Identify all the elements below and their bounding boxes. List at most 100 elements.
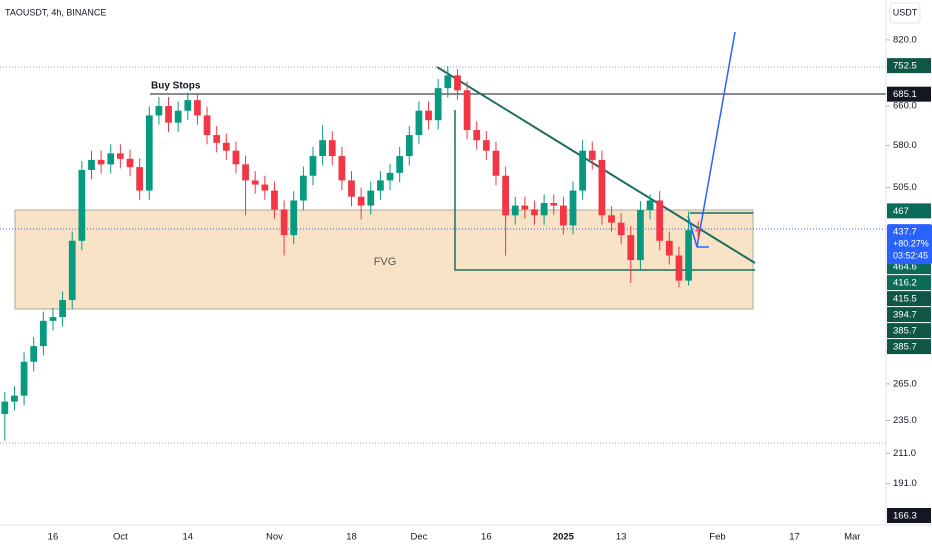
candle-body xyxy=(39,320,47,347)
candle-body xyxy=(78,169,86,241)
x-tick-label: Oct xyxy=(113,532,128,543)
candle-body xyxy=(49,317,57,321)
candle-body xyxy=(550,203,558,206)
price-label-box xyxy=(887,86,931,102)
candle-body xyxy=(511,205,519,216)
candle-body xyxy=(174,110,182,123)
x-tick-label: 18 xyxy=(346,532,357,543)
price-label: 416.2 xyxy=(893,278,917,289)
candle-body xyxy=(117,153,124,159)
candle-body xyxy=(11,395,18,402)
candle-body xyxy=(280,209,288,236)
y-tick-label: 235.0 xyxy=(893,415,917,426)
candle-body xyxy=(232,150,240,165)
candle-body xyxy=(617,222,625,236)
price-label-box xyxy=(887,58,931,74)
x-tick-label: 14 xyxy=(183,532,194,543)
currency: USDT xyxy=(893,7,918,17)
price-label: 464.6 xyxy=(893,262,917,273)
candle-body xyxy=(348,180,355,197)
candle-body xyxy=(194,100,201,116)
price-label: 394.7 xyxy=(893,310,917,321)
price-label-box xyxy=(887,291,931,307)
candle-body xyxy=(367,190,375,206)
candle-body xyxy=(328,140,336,157)
candle-body xyxy=(560,205,567,226)
candle-body xyxy=(675,255,683,281)
y-tick-label: 580.0 xyxy=(893,140,917,151)
x-tick-label: 17 xyxy=(789,532,800,543)
x-tick-label: Feb xyxy=(709,532,725,543)
candle-body xyxy=(126,158,134,168)
candle-body xyxy=(694,230,702,232)
candle-body xyxy=(608,215,615,223)
candle-body xyxy=(136,167,144,191)
price-label-box xyxy=(887,323,931,339)
candle-body xyxy=(203,115,211,136)
price-label: 467 xyxy=(893,206,909,217)
candle-body xyxy=(425,110,432,121)
range-lines xyxy=(454,110,755,271)
price-label: 166.3 xyxy=(893,511,917,522)
y-tick-label: 211.0 xyxy=(893,448,916,459)
candles xyxy=(1,66,702,441)
price-label: 385.7 xyxy=(893,342,917,353)
x-tick-label: 16 xyxy=(48,532,59,543)
candle-body xyxy=(107,153,115,165)
candle-body xyxy=(492,150,500,176)
candle-body xyxy=(415,110,423,136)
y-tick-label: 265.0 xyxy=(893,378,917,389)
candle-body xyxy=(454,75,461,91)
price-label: 415.5 xyxy=(893,294,917,305)
candle-body xyxy=(184,100,192,111)
x-tick-label: Dec xyxy=(410,532,427,543)
candle-body xyxy=(685,230,692,281)
candle-body xyxy=(261,184,269,191)
current-price-box xyxy=(887,224,932,265)
countdown: 03:52:45 xyxy=(893,250,928,260)
candle-body xyxy=(145,115,153,191)
buy-stops-label: Buy Stops xyxy=(151,81,201,92)
trendline xyxy=(436,66,756,264)
candle-body xyxy=(405,135,413,157)
candle-body xyxy=(531,209,538,216)
candle-body xyxy=(271,190,278,210)
candle-body xyxy=(569,190,577,226)
y-tick-label: 660.0 xyxy=(893,101,917,112)
current-price: 437.7 xyxy=(893,227,917,238)
candle-body xyxy=(598,159,606,216)
price-label-box xyxy=(887,203,931,219)
candle-body xyxy=(222,142,230,151)
candle-body xyxy=(377,180,384,191)
candle-body xyxy=(665,240,673,256)
candle-body xyxy=(251,180,259,185)
candle-body xyxy=(540,203,548,216)
y-tick-label: 505.0 xyxy=(893,182,917,193)
current-change: +80.27% xyxy=(893,238,929,248)
price-label-box xyxy=(887,275,931,291)
candle-body xyxy=(386,172,394,181)
candle-body xyxy=(656,200,664,241)
candle-body xyxy=(637,210,644,261)
candle-body xyxy=(242,164,249,181)
candle-body xyxy=(338,156,346,181)
x-tick-label: Nov xyxy=(266,532,283,543)
candle-body xyxy=(88,159,95,170)
candle-body xyxy=(97,159,105,165)
candle-body xyxy=(434,88,442,121)
candle-body xyxy=(473,130,481,141)
price-label: 752.5 xyxy=(893,61,917,72)
candle-body xyxy=(463,90,471,131)
symbol-title: TAOUSDT, 4h, BINANCE xyxy=(5,7,106,17)
axes: 820.0660.0580.0505.0295.0265.0235.0211.0… xyxy=(48,34,932,543)
candle-body xyxy=(165,106,172,123)
candle-body xyxy=(309,156,317,176)
candle-body xyxy=(646,200,654,211)
price-label-box xyxy=(887,339,931,355)
x-tick-label: 2025 xyxy=(553,532,575,543)
price-label-box xyxy=(887,508,931,523)
candle-body xyxy=(20,361,28,396)
currency-box[interactable] xyxy=(889,2,921,24)
candle-body xyxy=(290,200,298,236)
